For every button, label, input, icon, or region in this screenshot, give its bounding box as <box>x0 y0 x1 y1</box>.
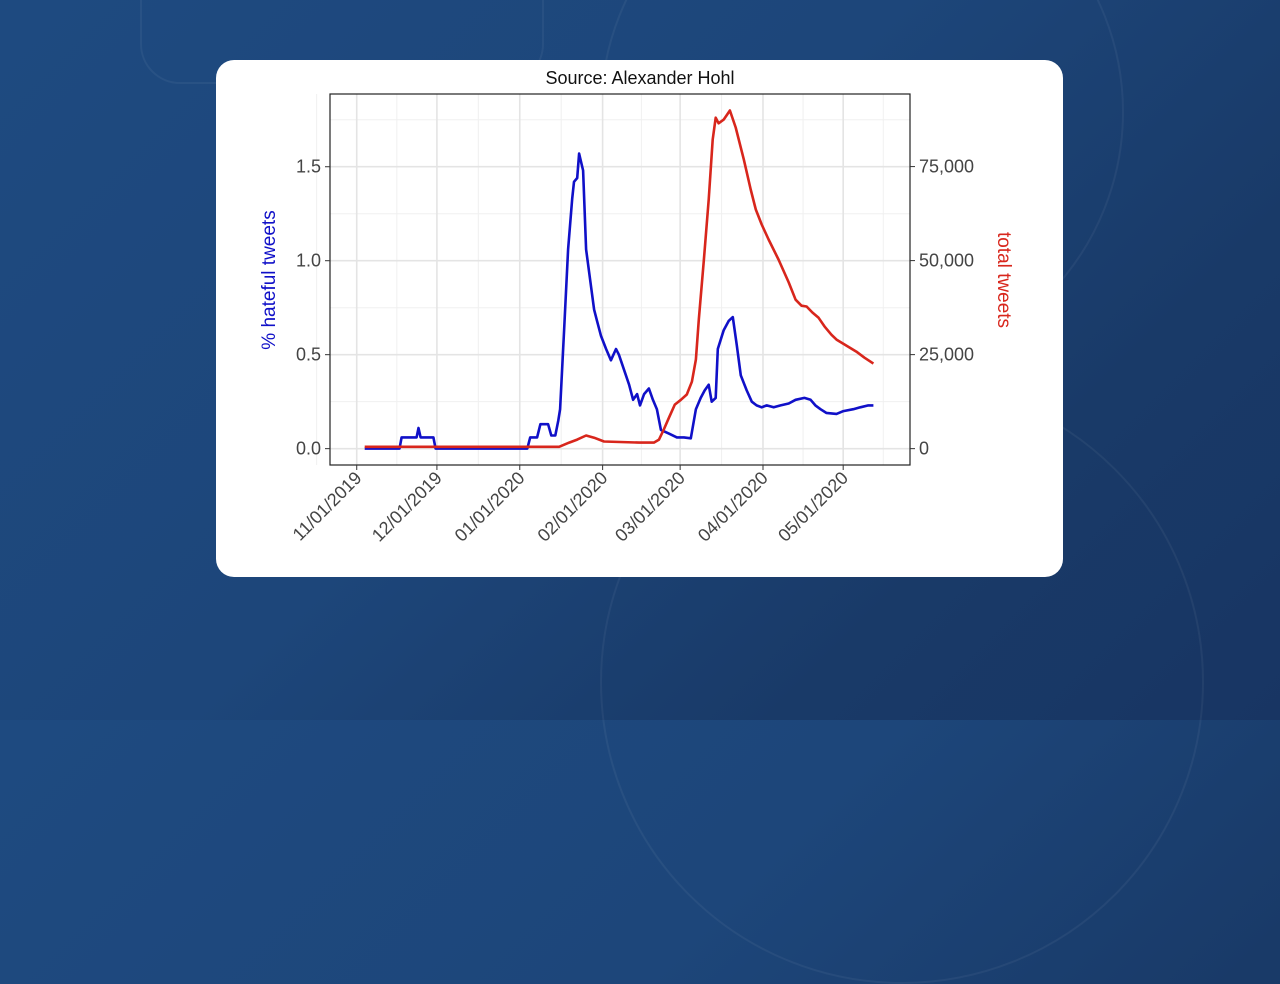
chart-title: Source: Alexander Hohl <box>545 68 734 88</box>
panel-border <box>329 93 911 466</box>
y-right-tick-label: 0 <box>919 439 929 459</box>
x-tick-label: 01/01/2020 <box>451 468 529 546</box>
x-tick-label: 02/01/2020 <box>534 468 612 546</box>
y-right-tick-label: 75,000 <box>919 157 974 177</box>
y-left-tick-label: 1.5 <box>296 157 321 177</box>
total-tweets-line <box>364 109 875 449</box>
x-tick-label: 05/01/2020 <box>774 468 852 546</box>
y-left-tick-label: 1.0 <box>296 251 321 271</box>
x-tick-label: 04/01/2020 <box>694 468 772 546</box>
hateful-tweets-line <box>364 152 874 450</box>
series-lines <box>364 109 875 450</box>
chart: 0.0 0.5 1.0 1.5 0 25,000 50,000 75,000 11/01/201… <box>259 68 1014 546</box>
y-left-tick-label: 0.0 <box>296 439 321 459</box>
y-axis-right-label: total tweets <box>993 232 1014 328</box>
y-axis-left-label: % hateful tweets <box>259 210 280 349</box>
y-right-tick-label: 50,000 <box>919 251 974 271</box>
x-tick-label: 11/01/2019 <box>289 468 366 545</box>
x-tick-label: 12/01/2019 <box>368 468 446 546</box>
y-left-tick-label: 0.5 <box>296 345 321 365</box>
y-right-tick-label: 25,000 <box>919 345 974 365</box>
x-tick-label: 03/01/2020 <box>611 468 689 546</box>
